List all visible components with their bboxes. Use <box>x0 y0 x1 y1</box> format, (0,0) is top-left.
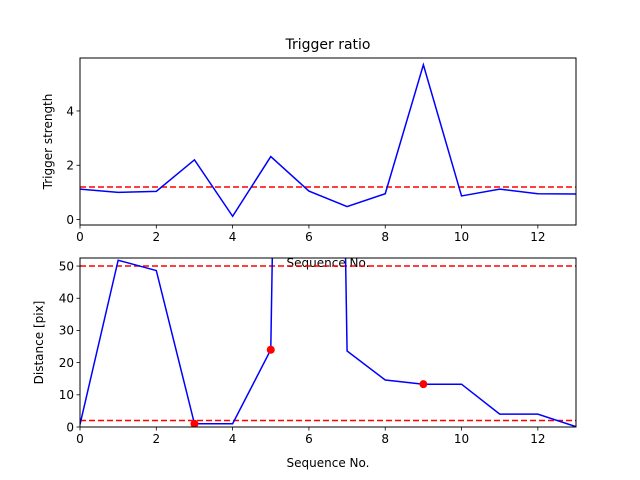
bottom-series-line-0 <box>80 258 576 427</box>
bottom-x-tick-label: 12 <box>530 432 545 446</box>
top-y-tick-label: 4 <box>66 104 74 118</box>
bottom-x-tick-label: 6 <box>305 432 313 446</box>
bottom-y-axis-label: Distance [pix] <box>32 301 46 385</box>
bottom-y-tick-label: 20 <box>59 356 74 370</box>
bottom-x-tick-label: 4 <box>229 432 237 446</box>
top-y-axis-label: Trigger strength <box>41 94 55 191</box>
bottom-y-tick-label: 50 <box>59 259 74 273</box>
top-x-tick-label: 8 <box>381 230 389 244</box>
trigger-ratio-title: Trigger ratio <box>284 37 370 53</box>
bottom-x-tick-label: 2 <box>152 432 160 446</box>
bottom-axes-frame <box>79 257 577 428</box>
bottom-plot-area <box>80 258 576 427</box>
top-x-tick-label: 10 <box>454 230 469 244</box>
top-x-tick-label: 0 <box>76 230 84 244</box>
bottom-x-axis-label: Sequence No. <box>287 456 370 470</box>
top-x-tick-label: 2 <box>152 230 160 244</box>
bottom-marker-point-0 <box>190 419 199 427</box>
top-x-tick-label: 12 <box>530 230 545 244</box>
bottom-marker-point-1 <box>266 345 275 354</box>
bottom-x-tick-label: 0 <box>76 432 84 446</box>
top-plot-area <box>80 62 576 218</box>
bottom-y-tick-label: 0 <box>66 420 74 434</box>
top-x-tick-label: 6 <box>305 230 313 244</box>
bottom-y-tick-label: 10 <box>59 388 74 402</box>
bottom-x-tick-label: 10 <box>454 432 469 446</box>
bottom-marker-point-2 <box>419 380 428 389</box>
top-y-tick-label: 2 <box>66 159 74 173</box>
bottom-y-tick-label: 40 <box>59 292 74 306</box>
bottom-x-tick-label: 8 <box>381 432 389 446</box>
top-y-tick-label: 0 <box>66 213 74 227</box>
distance-subplot: 0 2 4 6 8 10 12 0 10 20 30 40 50 Sequence No. Dista… <box>32 257 577 470</box>
top-series-line-0 <box>80 62 576 218</box>
bottom-y-tick-label: 30 <box>59 324 74 338</box>
top-axes-frame <box>79 57 577 226</box>
top-x-tick-label: 4 <box>229 230 237 244</box>
